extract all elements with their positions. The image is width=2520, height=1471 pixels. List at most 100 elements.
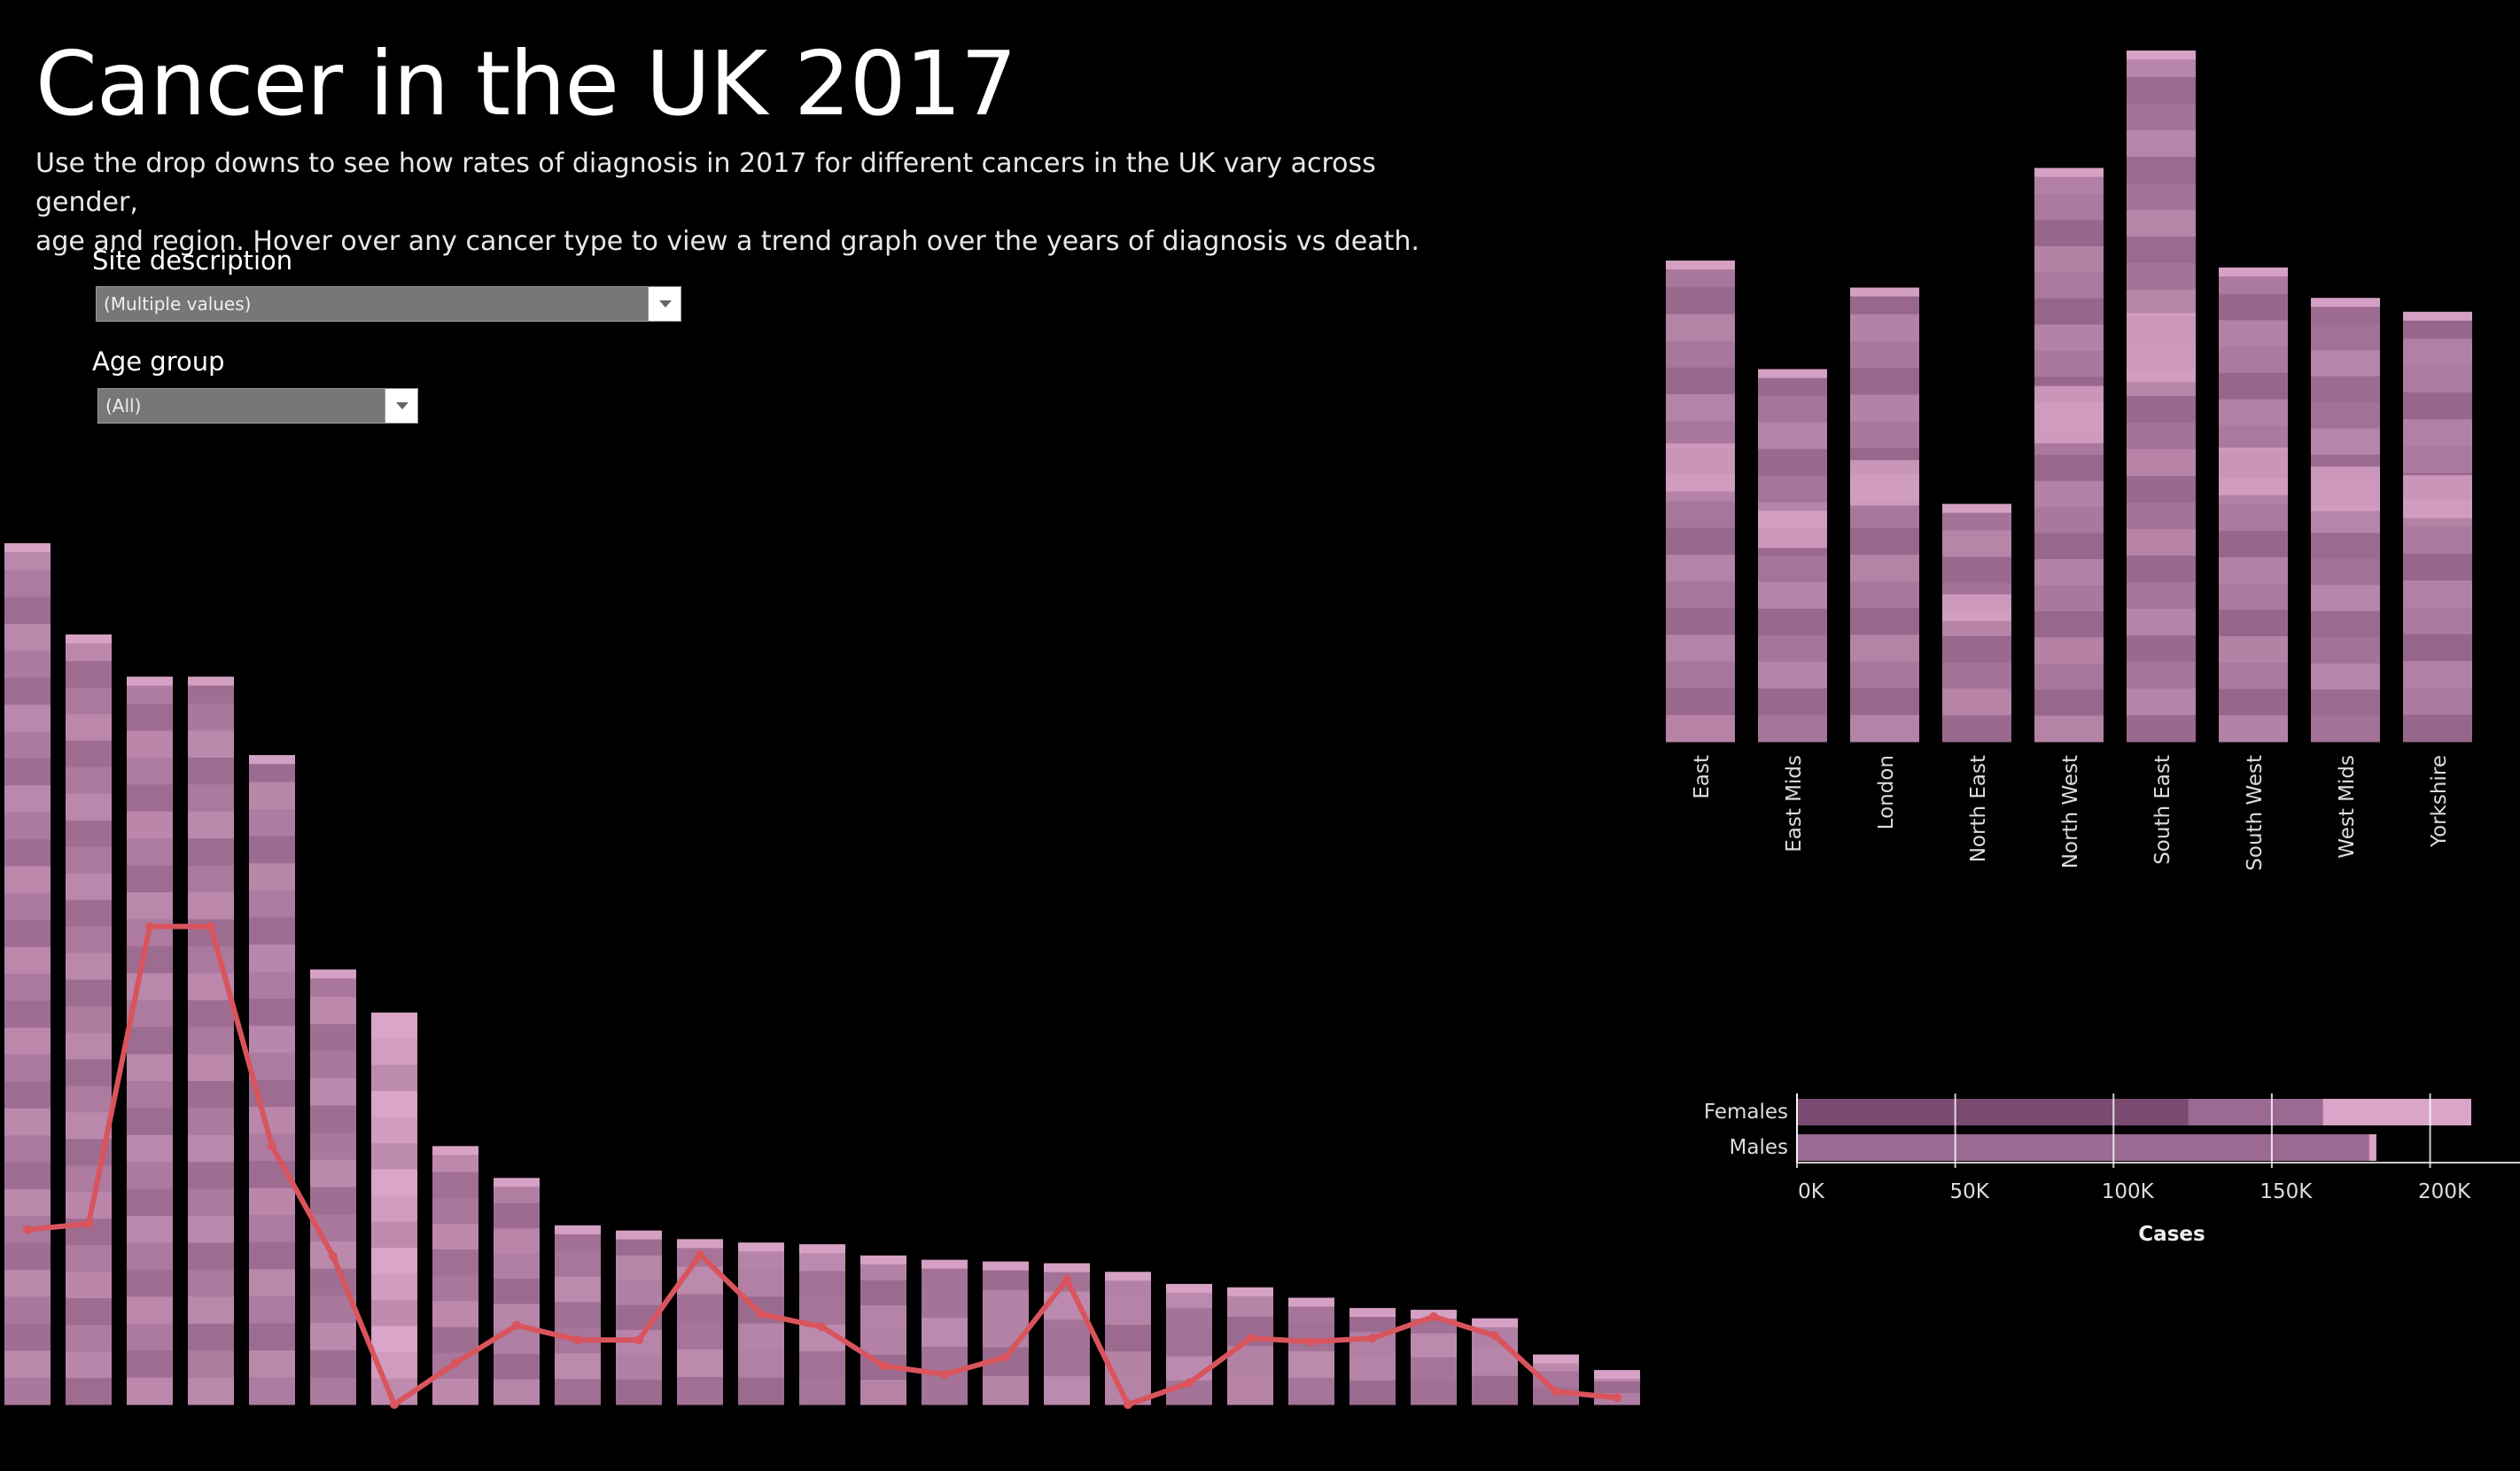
bar-segment [188,1027,234,1055]
bar-segment [188,784,234,813]
bar-segment [494,1228,540,1255]
trend-point[interactable] [757,1309,766,1319]
age-bar[interactable] [127,676,173,1405]
region-bar[interactable] [2403,311,2472,743]
bar-segment [1666,340,1735,369]
trend-point[interactable] [1001,1352,1010,1362]
region-bar[interactable] [1942,503,2011,743]
region-bar[interactable] [1758,369,1827,743]
age-bar[interactable] [432,1146,478,1405]
trend-point[interactable] [1246,1334,1255,1343]
region-bar[interactable] [1850,287,1919,743]
bar-segment [2127,582,2196,610]
trend-point[interactable] [1124,1400,1132,1409]
age-bar[interactable] [738,1242,784,1405]
bar-segment [4,866,51,894]
region-bar[interactable] [2311,298,2380,743]
gender-bar[interactable] [1797,1099,2471,1125]
age-bar[interactable] [66,634,112,1405]
bar-cap [66,634,112,644]
bar-segment [188,1054,234,1082]
bar-segment [371,1300,417,1327]
region-bar[interactable] [2127,51,2196,743]
bar-segment [2127,556,2196,583]
trend-point[interactable] [390,1400,399,1409]
trend-point[interactable] [145,922,154,931]
trend-point[interactable] [206,922,215,931]
region-bar[interactable] [2034,167,2104,743]
age-filter-caret-button[interactable] [385,389,417,423]
region-bar[interactable] [2219,267,2288,743]
bar-segment [127,1054,173,1082]
age-bar[interactable] [494,1178,540,1405]
trend-point[interactable] [940,1369,949,1379]
age-trend-chart [4,543,1640,1409]
region-highlight-segment [1758,510,1827,549]
age-filter-dropdown[interactable]: (All) [97,388,418,424]
trend-point[interactable] [23,1225,32,1234]
site-filter-caret-button[interactable] [648,287,681,321]
age-bar[interactable] [799,1244,845,1405]
trend-point[interactable] [818,1322,827,1332]
trend-point[interactable] [1062,1275,1071,1285]
bar-segment [432,1197,478,1225]
trend-point[interactable] [268,1141,276,1151]
bar-segment [127,730,173,759]
age-bar[interactable] [1227,1287,1273,1405]
bar-segment [127,892,173,920]
age-bar[interactable] [1411,1310,1457,1405]
bar-segment [2034,272,2104,300]
gender-category-label: Females [1704,1101,1788,1124]
age-bar[interactable] [371,1012,417,1405]
age-bar[interactable] [677,1239,723,1405]
bar-segment [2127,529,2196,556]
age-bar[interactable] [249,755,295,1405]
bar-segment [799,1297,845,1326]
site-filter-dropdown[interactable]: (Multiple values) [96,286,681,322]
trend-point[interactable] [634,1335,643,1345]
trend-point[interactable] [879,1361,888,1371]
bar-segment [127,704,173,731]
trend-point[interactable] [512,1320,521,1330]
bar-segment [616,1280,662,1306]
trend-point[interactable] [696,1249,704,1259]
age-bar[interactable] [1166,1283,1212,1405]
trend-point[interactable] [1490,1331,1499,1341]
trend-point[interactable] [1429,1311,1438,1321]
gender-bar[interactable] [1797,1134,2376,1161]
trend-point[interactable] [573,1335,582,1345]
bar-segment [2127,104,2196,131]
bar-segment [371,1195,417,1223]
age-bar[interactable] [1533,1354,1579,1405]
trend-point[interactable] [84,1218,93,1228]
age-bar[interactable] [555,1225,601,1405]
age-bar[interactable] [310,969,356,1405]
trend-point[interactable] [1613,1393,1622,1403]
age-bar[interactable] [1472,1318,1518,1405]
age-bar[interactable] [188,676,234,1405]
trend-point[interactable] [329,1251,338,1261]
age-bar[interactable] [616,1230,662,1405]
bar-segment [2219,293,2288,321]
bar-cap [2403,311,2472,321]
trend-point[interactable] [1185,1378,1194,1388]
trend-point[interactable] [1552,1387,1560,1397]
bar-segment [2311,715,2380,743]
trend-point[interactable] [451,1358,460,1368]
bar-segment [249,944,295,972]
age-bar[interactable] [922,1259,968,1405]
bar-segment [1166,1308,1212,1333]
bar-segment [310,1159,356,1188]
age-bar[interactable] [4,543,51,1405]
bar-segment [2403,392,2472,420]
bar-cap [1758,369,1827,378]
age-bar[interactable] [1349,1308,1396,1405]
bar-segment [860,1379,906,1405]
age-bar[interactable] [860,1255,906,1405]
trend-point[interactable] [1307,1337,1316,1347]
age-bar[interactable] [1288,1297,1334,1405]
bar-cap [677,1239,723,1249]
region-bar[interactable] [1666,261,1735,743]
trend-point[interactable] [1368,1334,1377,1343]
age-bar[interactable] [1105,1272,1151,1405]
